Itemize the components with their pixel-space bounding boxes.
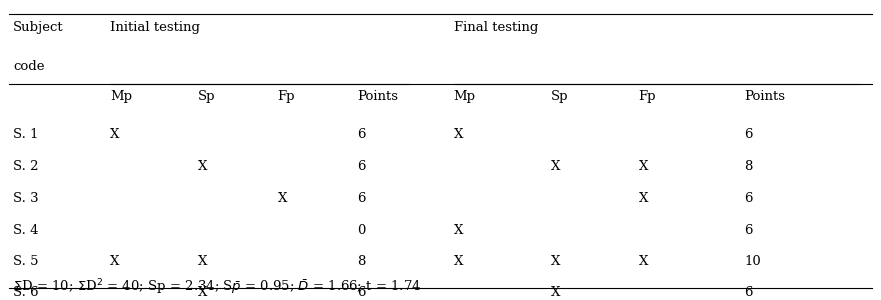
Text: X: X bbox=[198, 286, 208, 299]
Text: 6: 6 bbox=[357, 160, 366, 173]
Text: 6: 6 bbox=[357, 128, 366, 140]
Text: Mp: Mp bbox=[110, 90, 132, 103]
Text: X: X bbox=[551, 286, 560, 299]
Text: S. 4: S. 4 bbox=[13, 224, 39, 236]
Text: 10: 10 bbox=[744, 255, 761, 268]
Text: X: X bbox=[551, 160, 560, 173]
Text: $\Sigma$D = 10; $\Sigma$D$^{2}$ = 40; Sp = 2.34; S$\bar{p}$ = 0.95; $\bar{D}$ = : $\Sigma$D = 10; $\Sigma$D$^{2}$ = 40; Sp… bbox=[13, 278, 421, 297]
Text: X: X bbox=[639, 192, 648, 205]
Text: Sp: Sp bbox=[551, 90, 568, 103]
Text: S. 6: S. 6 bbox=[13, 286, 39, 299]
Text: 6: 6 bbox=[357, 286, 366, 299]
Text: S. 1: S. 1 bbox=[13, 128, 39, 140]
Text: Mp: Mp bbox=[454, 90, 476, 103]
Text: X: X bbox=[639, 255, 648, 268]
Text: 8: 8 bbox=[744, 160, 753, 173]
Text: X: X bbox=[198, 255, 208, 268]
Text: 6: 6 bbox=[744, 224, 753, 236]
Text: 6: 6 bbox=[744, 192, 753, 205]
Text: Initial testing: Initial testing bbox=[110, 21, 200, 34]
Text: Subject: Subject bbox=[13, 21, 63, 34]
Text: X: X bbox=[454, 128, 463, 140]
Text: X: X bbox=[639, 160, 648, 173]
Text: X: X bbox=[454, 224, 463, 236]
Text: X: X bbox=[110, 255, 120, 268]
Text: S. 3: S. 3 bbox=[13, 192, 39, 205]
Text: Points: Points bbox=[744, 90, 786, 103]
Text: 6: 6 bbox=[744, 128, 753, 140]
Text: 6: 6 bbox=[744, 286, 753, 299]
Text: Points: Points bbox=[357, 90, 398, 103]
Text: S. 5: S. 5 bbox=[13, 255, 39, 268]
Text: Fp: Fp bbox=[639, 90, 656, 103]
Text: 8: 8 bbox=[357, 255, 366, 268]
Text: X: X bbox=[551, 255, 560, 268]
Text: Fp: Fp bbox=[278, 90, 295, 103]
Text: code: code bbox=[13, 60, 45, 73]
Text: S. 2: S. 2 bbox=[13, 160, 39, 173]
Text: Final testing: Final testing bbox=[454, 21, 538, 34]
Text: 0: 0 bbox=[357, 224, 366, 236]
Text: X: X bbox=[198, 160, 208, 173]
Text: X: X bbox=[278, 192, 287, 205]
Text: X: X bbox=[454, 255, 463, 268]
Text: Sp: Sp bbox=[198, 90, 216, 103]
Text: 6: 6 bbox=[357, 192, 366, 205]
Text: X: X bbox=[110, 128, 120, 140]
